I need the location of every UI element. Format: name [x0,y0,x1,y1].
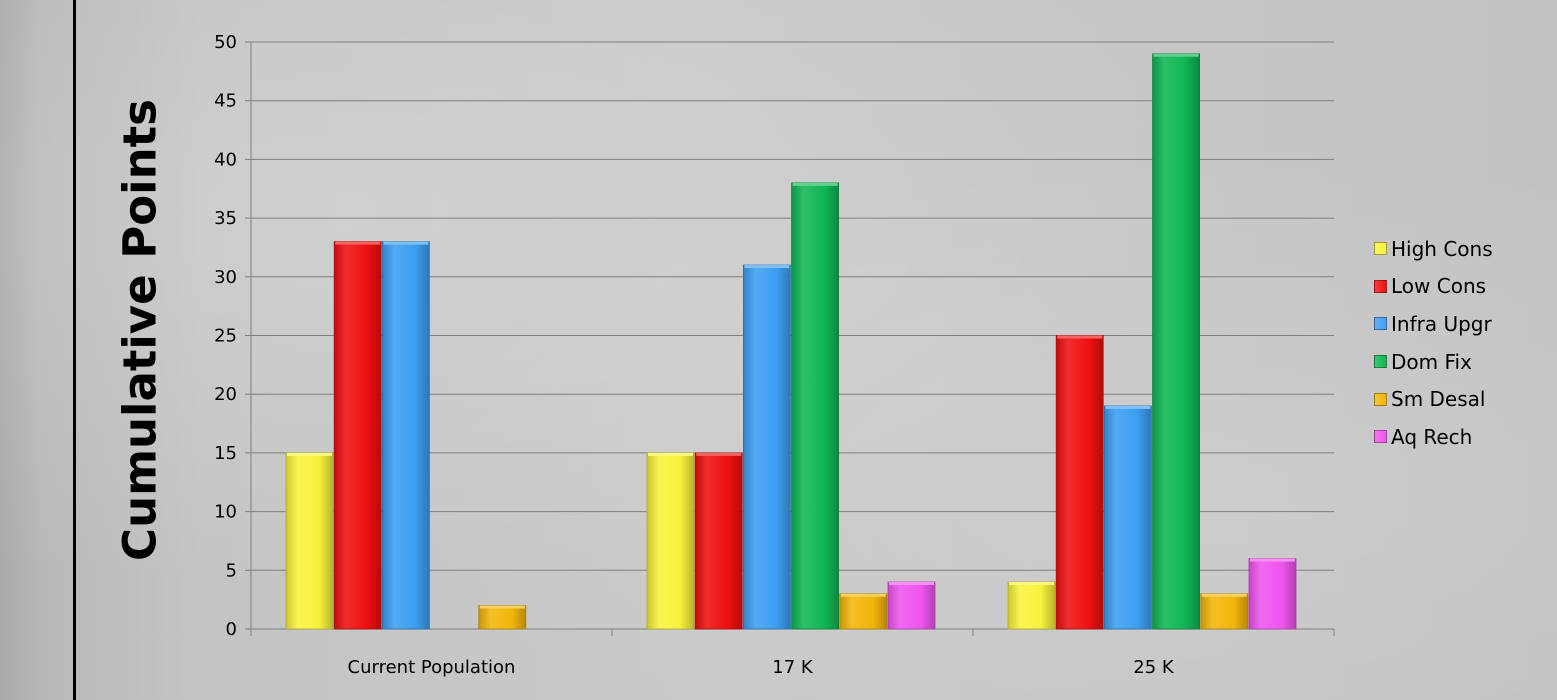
bar-dom-fix-2 [1152,53,1200,630]
y-tick-label: 50 [214,32,237,53]
x-category-label: Current Population [348,657,516,678]
legend-label: Infra Upgr [1391,311,1492,336]
bar-sm-desal-2 [1200,593,1249,630]
y-tick-label: 40 [214,149,237,170]
legend-item: Infra Upgr [1374,305,1554,343]
bar-top-highlight [889,582,934,586]
bar-top-highlight [287,452,332,456]
y-tick-label: 15 [214,443,237,464]
legend-label: Dom Fix [1391,349,1472,374]
bar-aq-rech-1 [887,581,936,630]
bar-infra-upgr-2 [1104,405,1152,630]
legend-swatch [1374,392,1387,406]
tick-labels: 0 5 10 15 20 25 30 35 40 45 50 Current Population 17… [214,32,1175,678]
y-tick-label: 45 [214,91,237,112]
legend-swatch [1374,355,1387,369]
y-tick-label: 10 [214,502,237,523]
bar-low-cons-1 [694,452,743,630]
bar-sm-desal-1 [839,593,888,630]
bar-low-cons-0 [333,241,382,630]
bar-top-highlight [840,593,886,597]
bar-top-highlight [383,241,429,245]
bar-high-cons-1 [646,452,695,630]
bar-top-highlight [648,452,693,456]
y-tick-label: 0 [226,619,237,640]
bar-infra-upgr-0 [381,241,430,630]
bar-top-highlight [1153,53,1199,57]
legend-item: Aq Rech [1374,418,1554,456]
bar-top-highlight [696,452,742,456]
legend-label: Low Cons [1391,274,1487,299]
x-category-label: 17 K [772,657,814,678]
legend-label: Aq Rech [1391,424,1473,449]
legend-label: High Cons [1391,236,1493,261]
bar-top-highlight [335,241,381,245]
bar-top-highlight [1057,335,1103,339]
bar-top-highlight [1250,558,1295,562]
legend-item: Low Cons [1374,268,1554,306]
y-tick-label: 5 [226,560,237,581]
bar-aq-rech-2 [1248,558,1297,630]
y-tick-label: 30 [214,267,237,288]
bar-infra-upgr-1 [743,264,791,630]
y-tick-label: 20 [214,384,237,405]
y-tick-label: 25 [214,326,237,347]
legend-item: Sm Desal [1374,380,1554,418]
bar-top-highlight [792,182,838,186]
legend-swatch [1374,242,1387,256]
chart-legend: High Cons Low Cons Infra Upgr Dom Fix Sm Des… [1374,230,1554,456]
bar-high-cons-0 [285,452,334,630]
bar-top-highlight [1009,582,1054,586]
bar-low-cons-2 [1055,335,1104,630]
legend-swatch [1374,317,1387,331]
legend-item: High Cons [1374,230,1554,268]
legend-label: Sm Desal [1391,387,1486,412]
bar-top-highlight [479,605,525,609]
legend-swatch [1374,430,1387,444]
legend-item: Dom Fix [1374,343,1554,381]
bar-sm-desal-0 [478,605,527,630]
legend-swatch [1374,279,1387,293]
bar-top-highlight [1201,593,1247,597]
slide-left-rule [73,0,76,700]
bars [285,53,1297,630]
bar-dom-fix-1 [791,182,839,630]
bar-top-highlight [744,265,790,269]
bar-top-highlight [1105,405,1151,409]
y-tick-label: 35 [214,208,237,229]
bar-high-cons-2 [1007,581,1056,630]
x-category-label: 25 K [1133,657,1175,678]
